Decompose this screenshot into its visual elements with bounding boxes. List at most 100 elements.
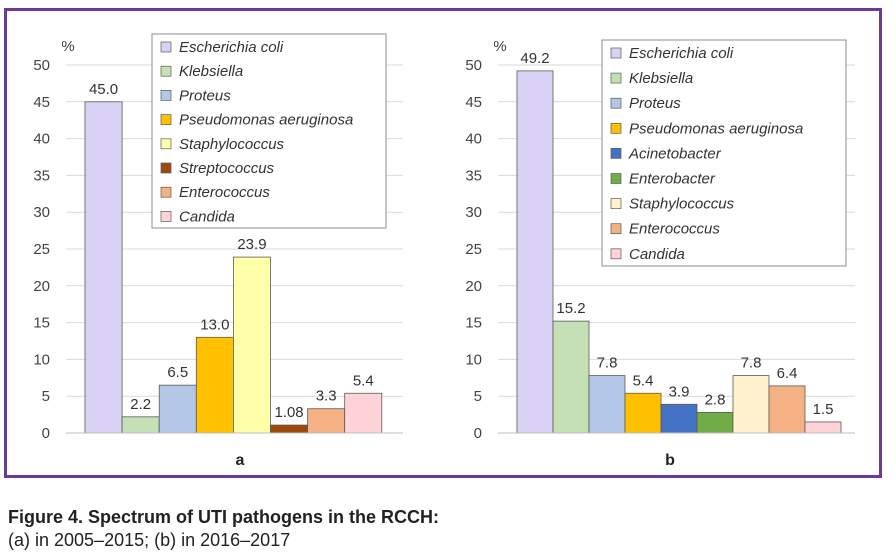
bar-acinetobacter xyxy=(660,403,698,434)
legend-swatch xyxy=(610,97,622,109)
legend-label: Klebsiella xyxy=(629,70,693,87)
data-label: 1.08 xyxy=(274,404,303,421)
legend-label: Proteus xyxy=(179,87,231,104)
legend-label: Enterococcus xyxy=(179,184,270,201)
y-tick-label: 35 xyxy=(465,167,482,184)
legend-swatch xyxy=(160,162,172,174)
chart-panel-b: 0 5 10 15 20 25 30 35 40 45 50% 49.2 15.2 7.8 5.4 3.9 2.… xyxy=(465,38,855,469)
chart-panel-a: 0 5 10 15 20 25 30 35 40 45 50% 45.0 2.2 6.5 13.0 23.9 1… xyxy=(33,33,403,469)
bar-klebsiella xyxy=(121,416,160,434)
legend-swatch xyxy=(610,223,622,235)
y-tick-label: 25 xyxy=(465,241,482,258)
bar-enterococcus xyxy=(307,408,346,434)
y-tick-label: 15 xyxy=(33,315,50,332)
legend-label: Enterococcus xyxy=(629,221,720,238)
legend-swatch xyxy=(610,72,622,84)
y-axis-label: % xyxy=(61,38,74,55)
y-tick-label: 45 xyxy=(33,94,50,111)
legend-label: Proteus xyxy=(629,95,681,112)
bar-pseudomonas-aeruginosa xyxy=(195,336,234,434)
legend-label: Acinetobacter xyxy=(628,145,722,162)
y-tick-label: 40 xyxy=(465,131,482,148)
y-axis-label: % xyxy=(493,38,506,55)
legend-swatch xyxy=(160,90,172,101)
legend-swatch xyxy=(610,122,622,134)
legend-swatch xyxy=(160,41,172,53)
data-label: 3.9 xyxy=(669,383,690,400)
legend-swatch xyxy=(160,211,172,222)
data-label: 49.2 xyxy=(520,50,549,67)
data-label: 2.2 xyxy=(130,396,151,413)
bar-staphylococcus xyxy=(232,256,271,434)
legend-label: Klebsiella xyxy=(179,63,243,80)
y-tick-label: 0 xyxy=(474,425,482,442)
data-label: 5.4 xyxy=(633,372,654,389)
legend-label: Staphylococcus xyxy=(629,196,735,213)
data-label: 6.5 xyxy=(167,364,188,381)
legend-label: Enterobacter xyxy=(629,171,716,188)
y-tick-label: 10 xyxy=(33,351,50,368)
legend-label: Streptococcus xyxy=(179,160,275,177)
y-tick-label: 30 xyxy=(465,204,482,221)
y-tick-label: 40 xyxy=(33,131,50,148)
legend-box xyxy=(151,33,387,229)
legend-swatch xyxy=(610,173,622,184)
y-tick-label: 30 xyxy=(33,204,50,221)
legend-label: Staphylococcus xyxy=(179,136,285,153)
bar-escherichia-coli xyxy=(84,101,123,434)
legend-swatch xyxy=(160,186,172,198)
panel-label: a xyxy=(236,452,245,469)
data-label: 5.4 xyxy=(353,372,374,389)
data-label: 6.4 xyxy=(777,365,798,382)
y-tick-label: 50 xyxy=(33,57,50,74)
y-tick-label: 5 xyxy=(42,388,50,405)
bar-candida xyxy=(344,392,383,434)
y-tick-label: 20 xyxy=(465,278,482,295)
y-tick-label: 35 xyxy=(33,167,50,184)
legend-box xyxy=(601,39,847,267)
bar-staphylococcus xyxy=(732,375,770,434)
figure-caption: Figure 4. Spectrum of UTI pathogens in t… xyxy=(8,506,888,552)
bar-proteus xyxy=(158,384,197,434)
bar-enterococcus xyxy=(768,385,806,434)
y-tick-label: 25 xyxy=(33,241,50,258)
bar-candida xyxy=(804,421,842,434)
legend-label: Escherichia coli xyxy=(629,45,734,62)
y-tick-label: 50 xyxy=(465,57,482,74)
bar-streptococcus xyxy=(270,424,308,434)
legend: Escherichia coli Klebsiella Proteus Pseudom… xyxy=(601,39,847,267)
legend-label: Candida xyxy=(179,208,235,225)
bar-escherichia-coli xyxy=(516,70,554,434)
legend-swatch xyxy=(160,65,172,77)
bar-charts: 05101520253035404550%45.02.26.513.023.91… xyxy=(33,33,855,469)
bar-pseudomonas-aeruginosa xyxy=(624,392,662,434)
legend: Escherichia coli Klebsiella Proteus Pseudom… xyxy=(151,33,387,229)
data-label: 13.0 xyxy=(200,316,229,333)
bar-proteus xyxy=(588,375,626,434)
y-tick-label: 5 xyxy=(474,388,482,405)
data-label: 3.3 xyxy=(316,388,337,405)
y-tick-label: 0 xyxy=(42,425,50,442)
data-label: 7.8 xyxy=(597,355,618,372)
legend-label: Candida xyxy=(629,246,685,263)
bar-klebsiella xyxy=(552,320,590,434)
legend-label: Pseudomonas aeruginosa xyxy=(629,120,803,137)
caption-title: Figure 4. Spectrum of UTI pathogens in t… xyxy=(8,507,440,527)
legend-swatch xyxy=(610,248,622,260)
legend-swatch xyxy=(160,114,172,125)
y-tick-label: 15 xyxy=(465,315,482,332)
caption-subtitle: (a) in 2005–2015; (b) in 2016–2017 xyxy=(8,530,291,550)
legend-label: Escherichia coli xyxy=(179,39,284,56)
legend-swatch xyxy=(610,47,622,59)
data-label: 45.0 xyxy=(89,81,118,98)
data-label: 15.2 xyxy=(556,300,585,317)
y-tick-label: 10 xyxy=(465,351,482,368)
legend-swatch xyxy=(610,148,622,159)
panel-label: b xyxy=(665,452,675,469)
bar-enterobacter xyxy=(696,411,734,434)
legend-swatch xyxy=(610,198,622,209)
data-label: 1.5 xyxy=(813,401,834,418)
data-label: 23.9 xyxy=(237,236,266,253)
legend-swatch xyxy=(160,138,172,150)
y-tick-label: 20 xyxy=(33,278,50,295)
